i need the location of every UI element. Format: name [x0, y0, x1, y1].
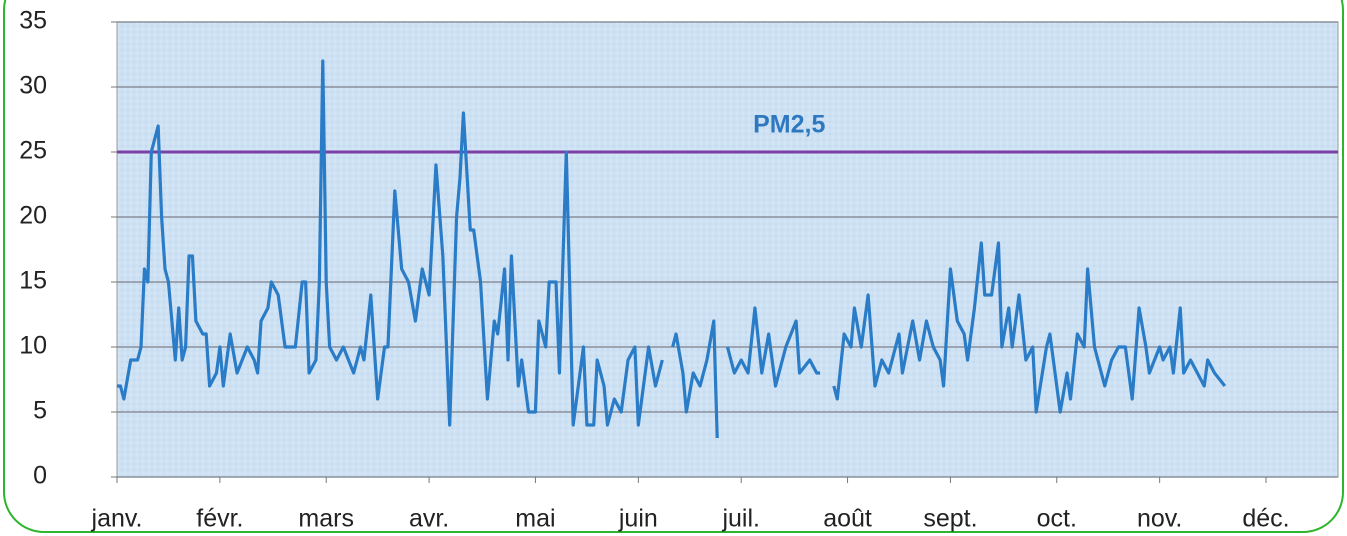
- x-tick-label: oct.: [1037, 505, 1077, 533]
- x-tick-label: août: [823, 505, 872, 533]
- x-tick-label: juil.: [721, 505, 760, 533]
- x-tick-label: avr.: [409, 505, 449, 533]
- plot-area: [116, 21, 1339, 478]
- x-tick-label: janv.: [91, 505, 143, 533]
- y-tick-label: 35: [19, 7, 47, 35]
- x-tick-label: févr.: [196, 505, 243, 533]
- x-tick-label: nov.: [1137, 505, 1182, 533]
- y-tick-label: 20: [19, 202, 47, 230]
- y-tick-label: 10: [19, 332, 47, 360]
- x-tick-label: déc.: [1242, 505, 1289, 533]
- data-line: [117, 59, 1227, 439]
- y-tick-label: 25: [19, 137, 47, 165]
- frame: [3, 0, 1344, 533]
- y-tick-label: 5: [33, 397, 47, 425]
- y-tick-label: 15: [19, 267, 47, 295]
- x-tick-label: sept.: [923, 505, 977, 533]
- x-tick-label: juin: [618, 505, 658, 533]
- y-tick-label: 30: [19, 72, 47, 100]
- x-tick-label: mars: [298, 505, 354, 533]
- y-tick-label: 0: [33, 462, 47, 490]
- x-tick-label: mai: [515, 505, 555, 533]
- annotation: PM2,5: [753, 111, 825, 139]
